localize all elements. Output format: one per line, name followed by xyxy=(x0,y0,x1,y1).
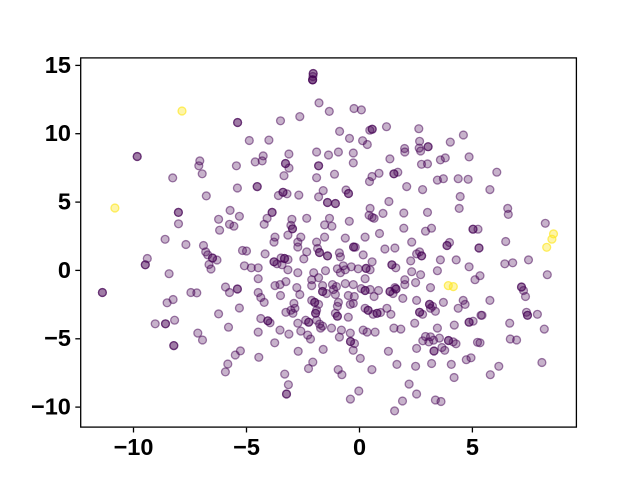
svg-text:−5: −5 xyxy=(44,325,71,351)
svg-text:−5: −5 xyxy=(233,434,260,460)
svg-text:5: 5 xyxy=(58,189,71,215)
svg-text:15: 15 xyxy=(45,52,71,78)
svg-text:0: 0 xyxy=(58,257,71,283)
svg-text:5: 5 xyxy=(466,434,479,460)
svg-text:10: 10 xyxy=(45,120,71,146)
svg-text:−10: −10 xyxy=(114,434,154,460)
svg-text:−10: −10 xyxy=(31,394,71,420)
svg-text:0: 0 xyxy=(353,434,366,460)
